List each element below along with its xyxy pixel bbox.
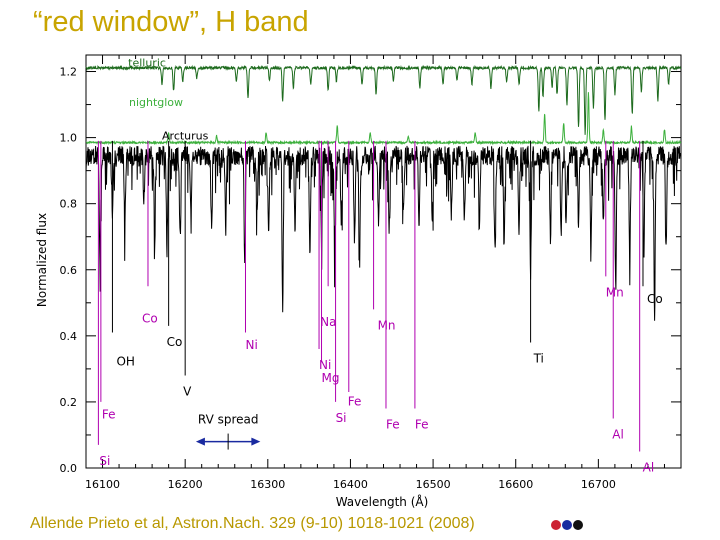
line-id-label: OH (116, 355, 134, 369)
line-id-label: Mn (378, 318, 396, 332)
line-id-label: Fe (415, 417, 429, 431)
spectrum-curves: telluric nightglow Arcturus (85, 57, 682, 321)
nav-dot[interactable] (573, 520, 583, 530)
x-axis-label: Wavelength (Å) (336, 494, 429, 509)
telluric-series-label: telluric (128, 57, 166, 70)
line-id-label: Al (643, 460, 655, 474)
chart-axes: 16100 16200 16300 16400 16500 16600 16700 0.0 0.… (60, 54, 682, 491)
line-id-label: Ti (533, 351, 544, 365)
y-tick-label: 0.8 (60, 198, 78, 211)
line-id-label: Al (612, 427, 624, 441)
y-tick-label: 0.0 (60, 462, 78, 475)
y-axis-label: Normalized flux (35, 213, 49, 307)
line-id-label: Co (142, 312, 158, 326)
line-id-label: Na (320, 315, 336, 329)
x-tick-label: 16500 (416, 478, 451, 491)
y-tick-label: 0.6 (60, 264, 78, 277)
line-id-label: Si (336, 411, 347, 425)
line-id-label: Fe (386, 417, 400, 431)
line-id-label: Mg (322, 371, 340, 385)
line-id-label: Co (647, 292, 663, 306)
citation: Allende Prieto et al, Astron.Nach. 329 (… (30, 515, 475, 532)
line-id-label: Fe (102, 408, 116, 422)
line-id-label: Mn (606, 285, 624, 299)
x-tick-label: 16400 (333, 478, 368, 491)
nightglow-series-label: nightglow (129, 96, 183, 109)
rv-spread-arrowhead-left (195, 437, 205, 446)
line-id-label: V (183, 384, 192, 398)
slide-title: “red window”, H band (33, 6, 309, 38)
line-id-label: Si (99, 454, 110, 468)
arcturus-spectrum-line (85, 145, 682, 321)
x-tick-label: 16700 (581, 478, 616, 491)
y-tick-label: 1.0 (60, 132, 78, 145)
nav-dot[interactable] (551, 520, 561, 530)
y-tick-label: 0.2 (60, 396, 78, 409)
x-tick-label: 16100 (85, 478, 120, 491)
y-tick-label: 1.2 (60, 66, 78, 79)
line-id-label: Ni (319, 358, 331, 372)
x-tick-label: 16600 (498, 478, 533, 491)
x-tick-label: 16300 (250, 478, 285, 491)
plot-frame (85, 54, 682, 469)
rv-spread-label: RV spread (198, 413, 259, 427)
x-tick-label: 16200 (168, 478, 203, 491)
line-id-label: Co (167, 335, 183, 349)
spectrum-chart: 16100 16200 16300 16400 16500 16600 16700 0.0 0.… (35, 54, 682, 509)
telluric-spectrum-line (85, 64, 682, 135)
y-tick-label: 0.4 (60, 330, 78, 343)
nav-dot[interactable] (562, 520, 572, 530)
line-id-label: Fe (348, 394, 362, 408)
arcturus-series-label: Arcturus (162, 129, 209, 142)
rv-spread-arrowhead-right (251, 437, 261, 446)
chart-annotations: RV spread (195, 413, 261, 450)
line-id-label: Ni (245, 338, 257, 352)
